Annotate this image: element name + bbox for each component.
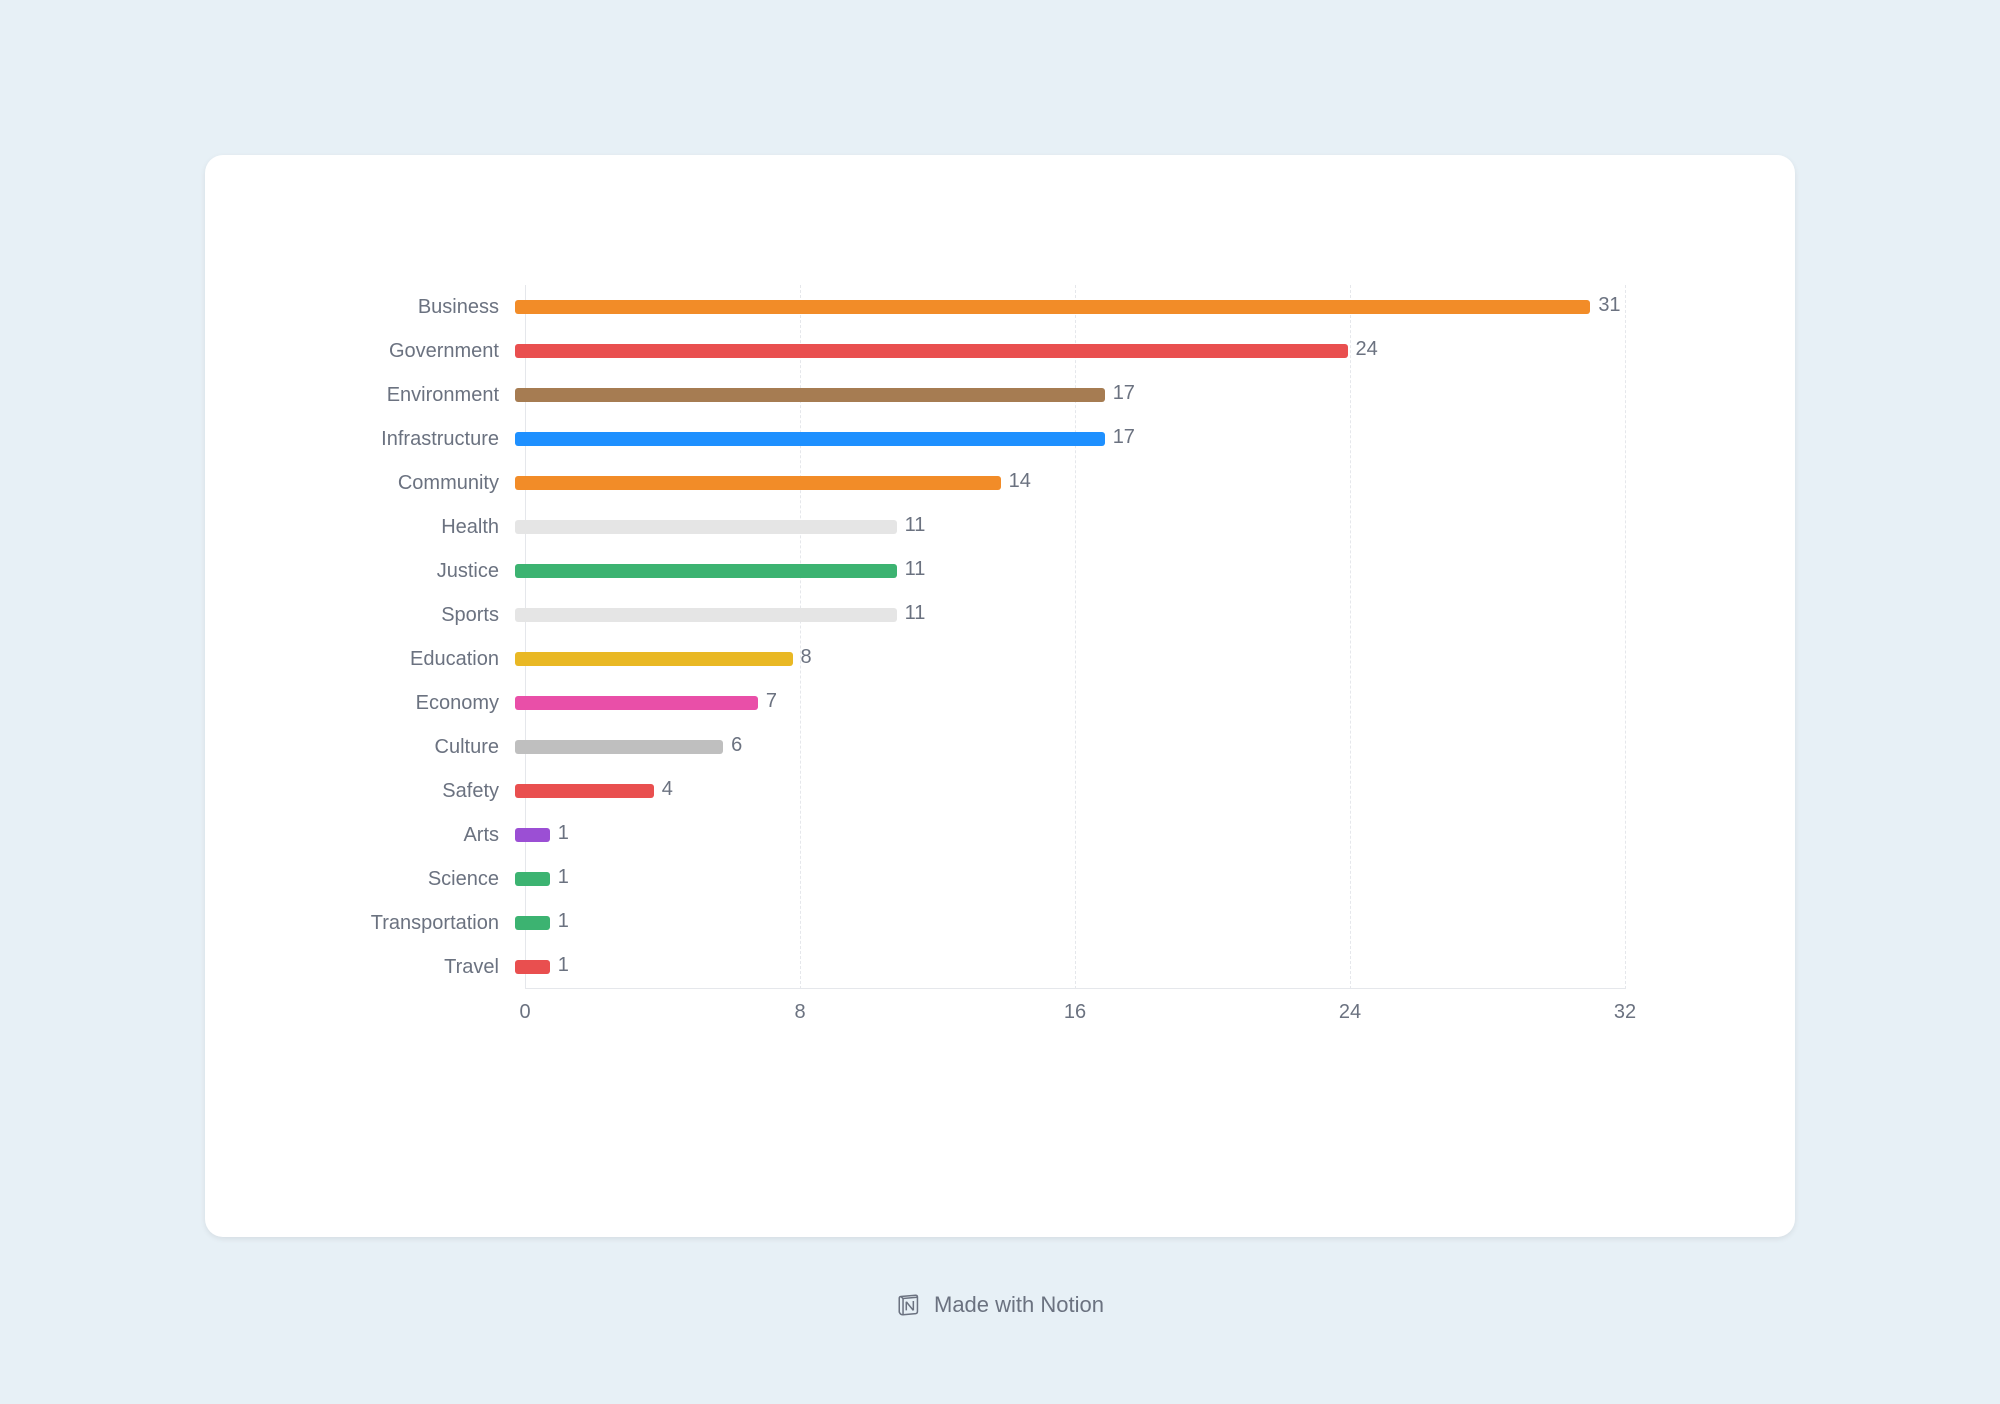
category-label: Health bbox=[305, 516, 515, 539]
footer: Made with Notion bbox=[896, 1292, 1104, 1318]
bar-value-label: 1 bbox=[550, 822, 569, 845]
bar-row: Safety4 bbox=[305, 769, 1625, 813]
bar-row: Environment17 bbox=[305, 373, 1625, 417]
bar-track: 1 bbox=[515, 916, 1625, 930]
bar-row: Culture6 bbox=[305, 725, 1625, 769]
bar-value-label: 17 bbox=[1105, 426, 1135, 449]
bar-value-label: 31 bbox=[1590, 294, 1620, 317]
bar-row: Sports11 bbox=[305, 593, 1625, 637]
bar bbox=[515, 960, 550, 974]
bar bbox=[515, 608, 897, 622]
bar bbox=[515, 872, 550, 886]
bar-track: 1 bbox=[515, 960, 1625, 974]
category-label: Education bbox=[305, 648, 515, 671]
category-label: Community bbox=[305, 472, 515, 495]
bar bbox=[515, 520, 897, 534]
bar-value-label: 11 bbox=[897, 558, 926, 581]
bar-value-label: 1 bbox=[550, 910, 569, 933]
bar-value-label: 14 bbox=[1001, 470, 1031, 493]
bar-value-label: 7 bbox=[758, 690, 777, 713]
bar-track: 4 bbox=[515, 784, 1625, 798]
category-label: Economy bbox=[305, 692, 515, 715]
category-label: Transportation bbox=[305, 912, 515, 935]
gridline bbox=[1625, 285, 1626, 989]
bar bbox=[515, 652, 793, 666]
bar bbox=[515, 784, 654, 798]
bar-row: Justice11 bbox=[305, 549, 1625, 593]
bar-track: 17 bbox=[515, 432, 1625, 446]
bar bbox=[515, 564, 897, 578]
bar-row: Government24 bbox=[305, 329, 1625, 373]
x-tick-label: 24 bbox=[1339, 1001, 1361, 1024]
bar bbox=[515, 916, 550, 930]
bar-row: Health11 bbox=[305, 505, 1625, 549]
notion-icon bbox=[896, 1292, 922, 1318]
category-label: Infrastructure bbox=[305, 428, 515, 451]
bar-track: 17 bbox=[515, 388, 1625, 402]
bar bbox=[515, 476, 1001, 490]
bar bbox=[515, 344, 1348, 358]
bar-value-label: 6 bbox=[723, 734, 742, 757]
category-label: Sports bbox=[305, 604, 515, 627]
category-label: Environment bbox=[305, 384, 515, 407]
footer-text: Made with Notion bbox=[934, 1292, 1104, 1318]
bar-value-label: 11 bbox=[897, 602, 926, 625]
x-tick-label: 32 bbox=[1614, 1001, 1636, 1024]
bar-value-label: 4 bbox=[654, 778, 673, 801]
bar-value-label: 8 bbox=[793, 646, 812, 669]
category-label: Justice bbox=[305, 560, 515, 583]
category-label: Business bbox=[305, 296, 515, 319]
bar-value-label: 1 bbox=[550, 866, 569, 889]
bar-row: Transportation1 bbox=[305, 901, 1625, 945]
bar-value-label: 24 bbox=[1348, 338, 1378, 361]
bar bbox=[515, 696, 758, 710]
category-label: Safety bbox=[305, 780, 515, 803]
bar-track: 8 bbox=[515, 652, 1625, 666]
bar bbox=[515, 740, 723, 754]
bar-row: Arts1 bbox=[305, 813, 1625, 857]
bar bbox=[515, 300, 1590, 314]
category-label: Culture bbox=[305, 736, 515, 759]
bar-track: 14 bbox=[515, 476, 1625, 490]
category-label: Government bbox=[305, 340, 515, 363]
x-tick-label: 0 bbox=[519, 1001, 530, 1024]
chart-area: Business31Government24Environment17Infra… bbox=[305, 285, 1675, 1157]
bar-row: Community14 bbox=[305, 461, 1625, 505]
bar-track: 11 bbox=[515, 564, 1625, 578]
bar-track: 7 bbox=[515, 696, 1625, 710]
bar-value-label: 17 bbox=[1105, 382, 1135, 405]
category-label: Travel bbox=[305, 956, 515, 979]
bar-track: 1 bbox=[515, 872, 1625, 886]
bar bbox=[515, 828, 550, 842]
chart-card: Business31Government24Environment17Infra… bbox=[205, 155, 1795, 1237]
bar-row: Infrastructure17 bbox=[305, 417, 1625, 461]
bar bbox=[515, 388, 1105, 402]
bar-track: 6 bbox=[515, 740, 1625, 754]
bar-row: Economy7 bbox=[305, 681, 1625, 725]
bar-value-label: 1 bbox=[550, 954, 569, 977]
x-tick-label: 8 bbox=[794, 1001, 805, 1024]
bar-track: 11 bbox=[515, 608, 1625, 622]
bar-track: 31 bbox=[515, 300, 1625, 314]
category-label: Science bbox=[305, 868, 515, 891]
bar-track: 1 bbox=[515, 828, 1625, 842]
bar-row: Science1 bbox=[305, 857, 1625, 901]
bar-row: Business31 bbox=[305, 285, 1625, 329]
bar bbox=[515, 432, 1105, 446]
bar-value-label: 11 bbox=[897, 514, 926, 537]
category-label: Arts bbox=[305, 824, 515, 847]
bar-track: 11 bbox=[515, 520, 1625, 534]
bar-row: Travel1 bbox=[305, 945, 1625, 989]
x-tick-label: 16 bbox=[1064, 1001, 1086, 1024]
bar-row: Education8 bbox=[305, 637, 1625, 681]
bar-track: 24 bbox=[515, 344, 1625, 358]
